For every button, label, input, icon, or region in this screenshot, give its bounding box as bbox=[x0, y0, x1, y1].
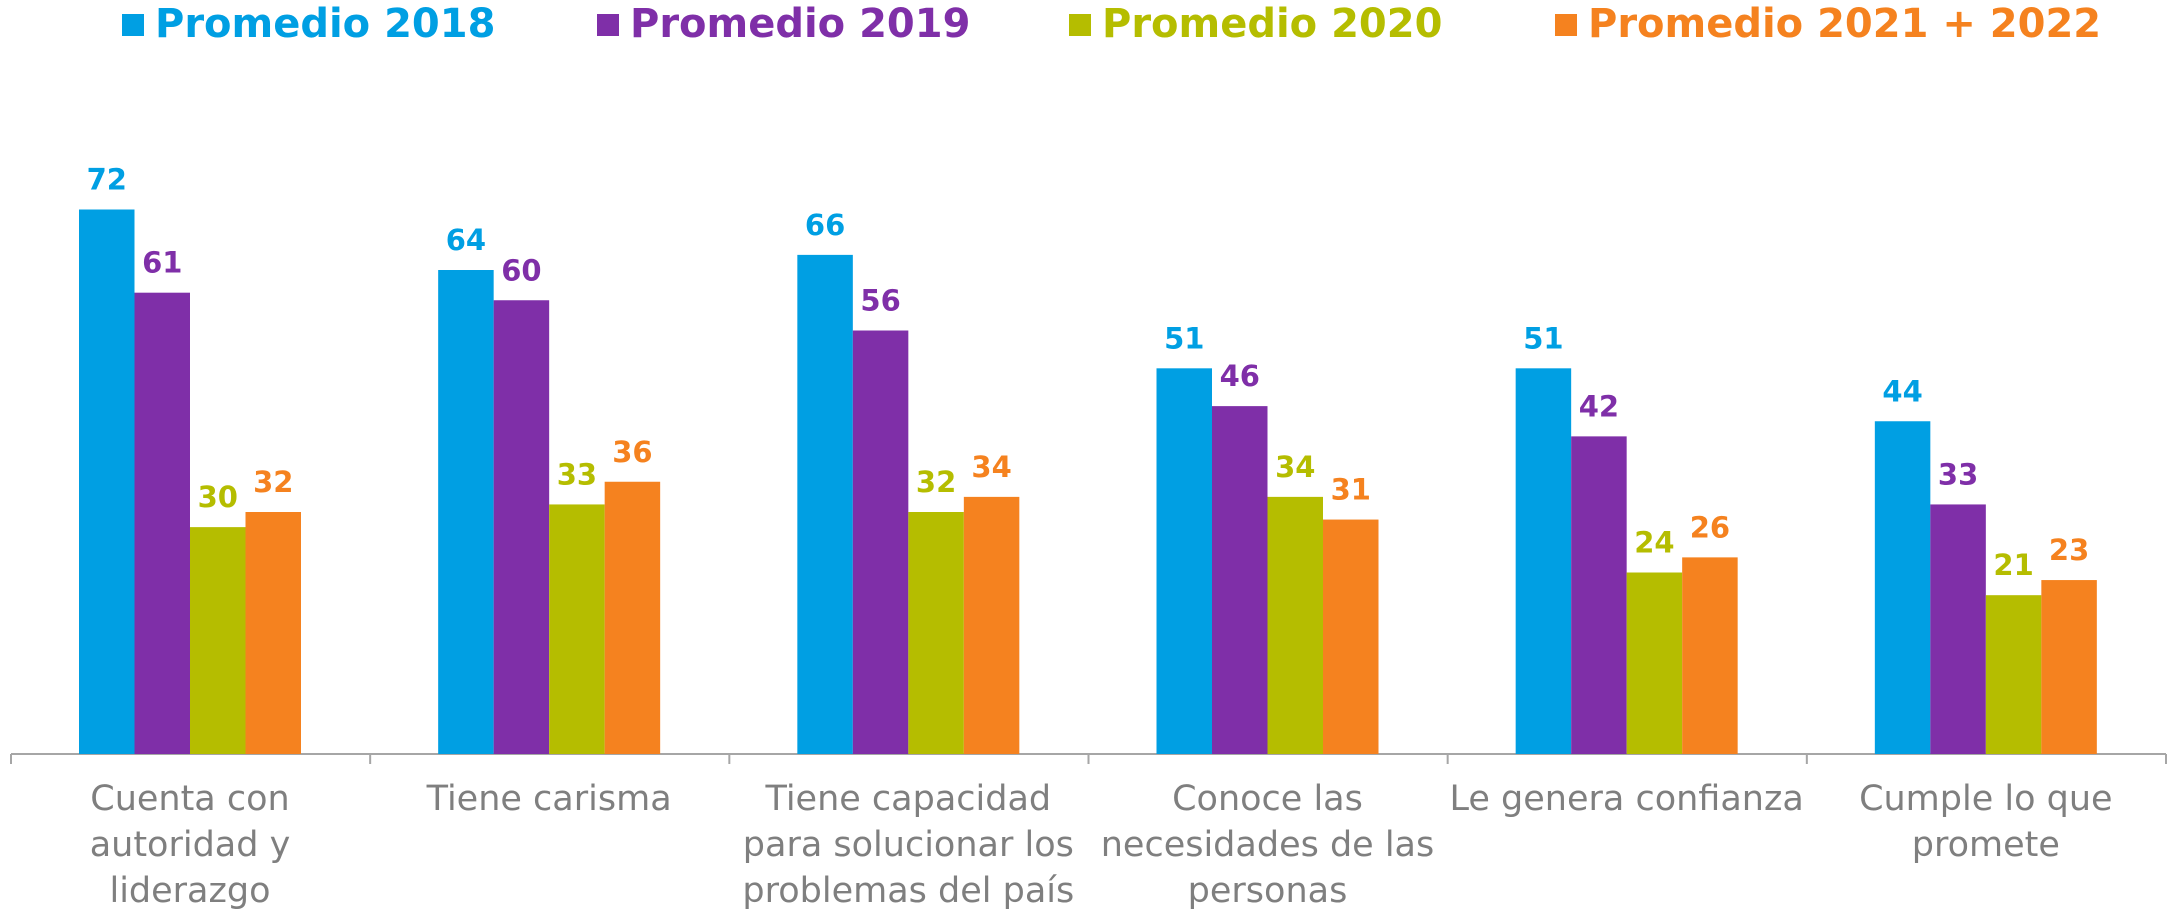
bar bbox=[852, 330, 909, 754]
bar bbox=[604, 481, 661, 754]
value-label: 64 bbox=[446, 223, 486, 257]
value-label: 32 bbox=[253, 465, 293, 499]
value-label: 34 bbox=[1275, 450, 1315, 484]
value-label: 42 bbox=[1579, 389, 1619, 423]
legend-label: Promedio 2020 bbox=[1102, 1, 1442, 47]
bar bbox=[245, 512, 301, 754]
x-tick-label: Cuenta con autoridad y liderazgo bbox=[89, 779, 291, 911]
value-label: 44 bbox=[1882, 374, 1922, 408]
x-tick-label: Cumple lo que promete bbox=[1859, 779, 2113, 865]
value-label: 23 bbox=[2049, 533, 2089, 567]
legend-label: Promedio 2019 bbox=[630, 1, 970, 47]
x-tick-label: Conoce las necesidades de las personas bbox=[1100, 779, 1435, 911]
bar bbox=[79, 209, 135, 754]
x-tick-label: Le genera confianza bbox=[1449, 779, 1804, 819]
value-label: 32 bbox=[916, 465, 956, 499]
value-label: 60 bbox=[501, 253, 541, 287]
bar bbox=[963, 496, 1020, 754]
value-label: 56 bbox=[860, 284, 900, 318]
bar bbox=[1682, 557, 1738, 754]
value-label: 46 bbox=[1220, 359, 1260, 393]
value-label: 66 bbox=[805, 208, 845, 242]
legend-swatch bbox=[597, 14, 619, 36]
bar bbox=[1930, 504, 1986, 754]
bar bbox=[1267, 496, 1323, 754]
bar bbox=[493, 300, 550, 754]
bar bbox=[1626, 572, 1683, 754]
bar bbox=[1985, 595, 2042, 754]
bar bbox=[797, 254, 853, 754]
bar bbox=[2041, 580, 2097, 754]
value-label: 34 bbox=[971, 450, 1011, 484]
bar bbox=[134, 292, 190, 754]
value-label: 26 bbox=[1690, 510, 1730, 544]
value-label: 61 bbox=[142, 246, 182, 280]
legend-swatch bbox=[1555, 14, 1577, 36]
value-label: 72 bbox=[87, 163, 127, 197]
value-label: 30 bbox=[198, 480, 238, 514]
value-label: 51 bbox=[1523, 321, 1563, 355]
bar bbox=[190, 527, 246, 754]
value-label: 33 bbox=[1938, 457, 1978, 491]
legend-swatch bbox=[122, 14, 144, 36]
bar bbox=[1212, 406, 1268, 754]
x-tick-label: Tiene carisma bbox=[426, 779, 672, 819]
bar bbox=[549, 504, 605, 754]
value-label: 24 bbox=[1634, 526, 1674, 560]
bar bbox=[1156, 368, 1212, 754]
value-label: 33 bbox=[557, 457, 597, 491]
x-tick-label: Tiene capacidad para solucionar los prob… bbox=[742, 779, 1075, 911]
legend-label: Promedio 2021 + 2022 bbox=[1588, 1, 2101, 47]
value-label: 31 bbox=[1331, 473, 1371, 507]
bar bbox=[1323, 519, 1379, 754]
value-label: 21 bbox=[1993, 548, 2033, 582]
value-label: 51 bbox=[1164, 321, 1204, 355]
bar bbox=[908, 512, 964, 754]
bar bbox=[1874, 421, 1931, 754]
legend-label: Promedio 2018 bbox=[155, 1, 495, 47]
bar bbox=[1571, 436, 1627, 754]
value-label: 36 bbox=[612, 435, 652, 469]
bar bbox=[438, 270, 494, 754]
legend-swatch bbox=[1069, 14, 1091, 36]
bar bbox=[1515, 368, 1572, 754]
